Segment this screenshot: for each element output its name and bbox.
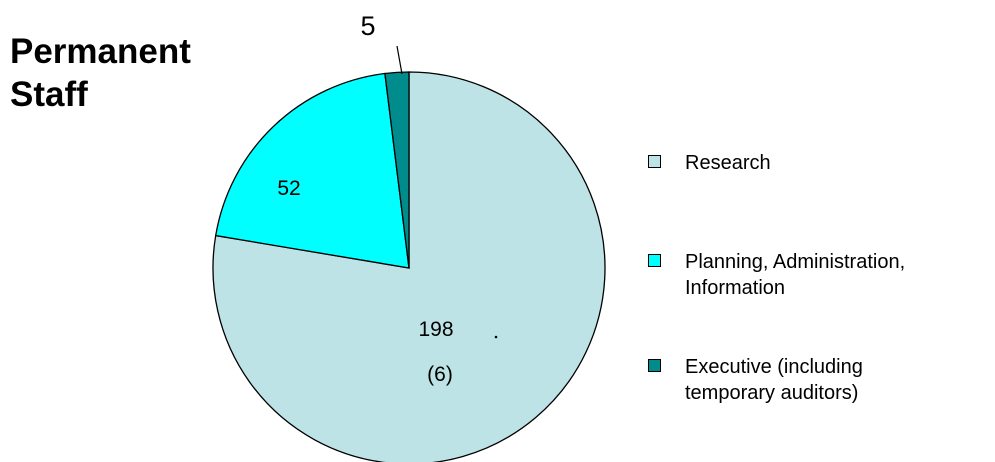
legend-swatch-research bbox=[648, 155, 661, 168]
pie-slice-0 bbox=[212, 71, 606, 462]
data-label-research-sub: (6) bbox=[427, 363, 453, 386]
data-label-research-count: 198 bbox=[418, 318, 453, 341]
chart-title-line-2: Staff bbox=[10, 75, 88, 114]
legend-swatch-planning bbox=[648, 254, 661, 267]
pie-slice-1 bbox=[214, 72, 410, 269]
legend-text-executive-2: temporary auditors) bbox=[685, 382, 859, 404]
label-dot bbox=[494, 335, 498, 339]
legend-swatch-executive bbox=[648, 359, 661, 372]
pie-slices bbox=[212, 71, 606, 462]
legend-item-executive: Executive (including temporary auditors) bbox=[648, 354, 985, 406]
legend-label-research: Research bbox=[685, 150, 985, 176]
chart-title-line-1: Permanent bbox=[10, 32, 191, 71]
data-label-executive: 5 bbox=[360, 11, 375, 41]
legend-text-executive-1: Executive (including bbox=[685, 356, 863, 378]
legend-label-planning: Planning, Administration, Information bbox=[685, 249, 985, 301]
legend-text-planning-1: Planning, Administration, bbox=[685, 251, 906, 273]
data-label-planning: 52 bbox=[277, 177, 300, 200]
chart-title: Permanent Staff bbox=[10, 30, 191, 116]
pie-slice-2 bbox=[384, 71, 410, 269]
legend-text-planning-2: Information bbox=[685, 277, 786, 299]
leader-line-executive bbox=[396, 45, 403, 75]
legend-item-planning: Planning, Administration, Information bbox=[648, 249, 985, 301]
legend-item-research: Research bbox=[648, 150, 985, 176]
legend-label-executive: Executive (including temporary auditors) bbox=[685, 354, 985, 406]
legend-text-research: Research bbox=[685, 152, 771, 174]
